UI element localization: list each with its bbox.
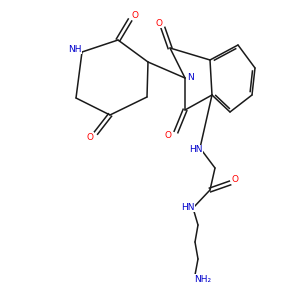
Text: O: O [232, 175, 238, 184]
Text: O: O [131, 11, 139, 20]
Text: HN: HN [189, 146, 203, 154]
Text: O: O [155, 19, 163, 28]
Text: N: N [187, 73, 194, 82]
Text: O: O [164, 130, 172, 140]
Text: NH: NH [68, 44, 82, 53]
Text: NH₂: NH₂ [194, 274, 212, 284]
Text: HN: HN [181, 202, 195, 211]
Text: O: O [86, 133, 94, 142]
